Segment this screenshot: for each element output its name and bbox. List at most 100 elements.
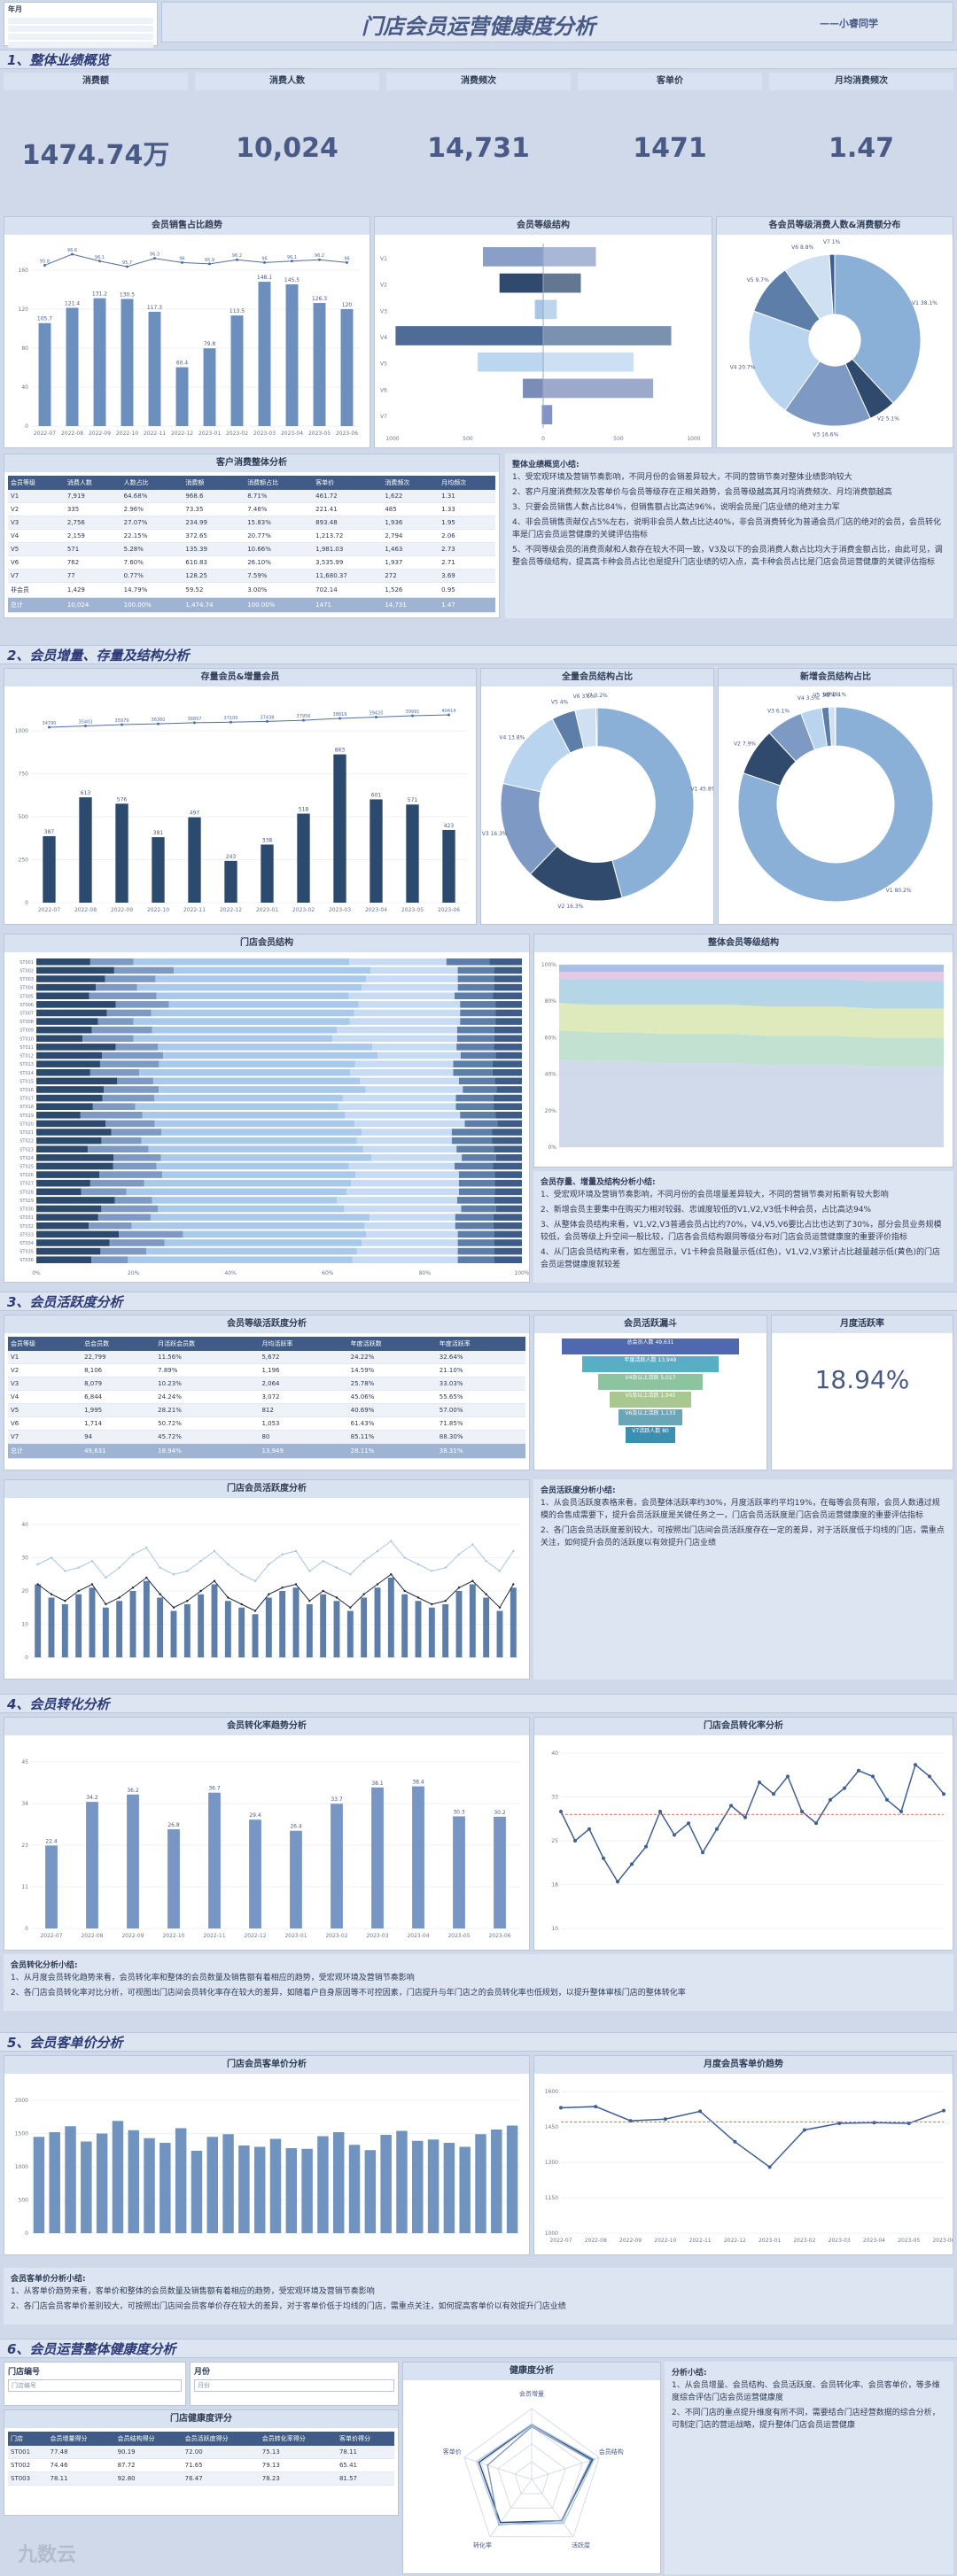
bar [35,1584,42,1657]
radar-axis [489,2479,533,2538]
summary-5: 会员客单价分析小结: 1、从客单价趋势来看，客单价和整体的会员数量及销售额有着相应… [4,2268,953,2324]
y-tick: V3 [380,308,387,314]
table-header[interactable]: 人数占比 [121,476,183,490]
stack-segment [451,1137,493,1144]
bar-label: 117.3 [147,305,162,311]
y-tick: 0% [548,1144,556,1151]
y-tick: ST012 [19,1054,34,1059]
bar-left [478,352,543,372]
bar [332,2132,345,2233]
bar [380,2135,392,2233]
store-no-filter[interactable]: 门店编号 门店编号 [4,2362,186,2406]
y-tick: ST004 [19,986,34,991]
summary-3: 会员活跃度分析小结: 1、从会员活跃度表格来看，会员整体活跃率约30%，月度活跃率… [533,1479,953,1680]
table-header[interactable]: 消费人数 [64,476,121,490]
stack-segment [36,1018,98,1025]
table-header[interactable]: 会员结构得分 [114,2432,183,2446]
table-header[interactable]: 会员等级 [8,476,65,490]
bar [121,299,134,426]
table-header[interactable]: 消费频次 [382,476,440,490]
bar-label: 113.5 [230,308,245,314]
bar [258,282,271,426]
stack-segment [362,1129,452,1136]
slice-label: V6 3.5% [573,694,595,700]
x-tick: 2022-12 [244,1933,266,1939]
table-header[interactable]: 月均频次 [439,476,495,490]
funnel-stage: V6及以上活跃 1,133 [619,1409,682,1425]
table-header[interactable]: 会员活跃度得分 [182,2432,260,2446]
table-header[interactable]: 会员等级 [8,1337,82,1351]
table-header[interactable]: 年度活跃率 [436,1337,525,1351]
x-tick: 20% [128,1270,140,1276]
table-cell: 2.71 [439,555,495,570]
bar-label: 576 [117,796,128,803]
stack-segment [114,1197,152,1204]
stack-segment [463,1086,497,1093]
slice-label: V2 5.1% [877,416,899,423]
stack-segment [350,1068,454,1076]
line-label: 96 [344,256,349,261]
line-label: 36360 [152,718,166,723]
table-header[interactable]: 客单价得分 [336,2432,394,2446]
table-cell: 13,949 [259,1443,348,1459]
table-cell: 485 [382,502,440,516]
line-label: 35403 [79,719,93,725]
stack-segment [36,1247,101,1255]
filter-option[interactable] [8,26,153,32]
stack-segment [451,1129,493,1136]
summary-title: 会员活跃度分析小结: [541,1486,616,1495]
bar [396,2130,408,2233]
table-header[interactable]: 消费额 [183,476,245,490]
bar [301,2148,313,2233]
summary-1: 整体业绩概览小结: 1、受宏观环境及营销节奏影响，不同月份的会销差异较大，不同的营… [505,454,953,618]
store-no-input[interactable]: 门店编号 [8,2379,182,2392]
x-tick: 2022-10 [116,431,138,437]
month-filter[interactable]: 年月 [4,2,158,48]
table-header[interactable]: 门店 [8,2432,48,2446]
y-tick: 0 [25,1655,28,1661]
stack-segment [457,966,494,974]
filter-option[interactable] [8,34,153,40]
month-filter-2[interactable]: 月份 月份 [190,2362,399,2406]
table-header[interactable]: 会员转化率得分 [259,2432,337,2446]
card-title: 整体会员等级结构 [534,935,953,952]
table: 门店 会员增量得分 会员结构得分 会员活跃度得分 会员转化率得分 客单价得分 ST001 77… [8,2432,394,2486]
table-cell: 8,106 [82,1363,156,1377]
stack-segment [154,1094,343,1102]
stack-segment [36,958,90,966]
filter-option[interactable] [8,18,153,24]
bar [49,2132,60,2233]
table-cell: 8.71% [245,490,314,503]
filter-list[interactable] [4,18,157,48]
slice-label: V1 80.2% [886,888,912,894]
table-header[interactable]: 消费额占比 [245,476,314,490]
slice-label: V4 20.7% [730,365,756,371]
stack-segment [457,1256,494,1263]
stack-segment [349,958,447,966]
y-tick: 60% [545,1035,557,1041]
stack-segment [36,983,97,991]
table-header[interactable]: 年度活跃数 [347,1337,437,1351]
health-radar-card: 健康度分析 会员增量 会员结构 活跃度 转化率 客单价 [402,2362,661,2574]
month-input[interactable]: 月份 [194,2379,394,2392]
table-header[interactable]: 月均活跃率 [259,1337,348,1351]
table-header[interactable]: 会员增量得分 [47,2432,115,2446]
bar [340,309,354,426]
stack-segment [168,1001,359,1008]
table-header[interactable]: 总会员数 [82,1337,156,1351]
stack-segment [458,1188,495,1196]
stack-segment [131,1222,365,1230]
stack-segment [494,1044,522,1051]
y-tick: ST036 [19,1258,34,1263]
filter-option[interactable] [8,42,153,48]
y-tick: 1450 [545,2124,558,2130]
stack-segment [36,1230,120,1238]
table-cell: V3 [8,1377,82,1391]
table-cell: 1,622 [382,490,440,503]
table-header[interactable]: 月活跃会员数 [155,1337,260,1351]
stack-segment [36,1137,102,1144]
area-series [559,1030,944,1067]
table-header[interactable]: 客单价 [313,476,383,490]
stack-segment [345,1112,461,1119]
line-label: 34790 [43,721,57,726]
